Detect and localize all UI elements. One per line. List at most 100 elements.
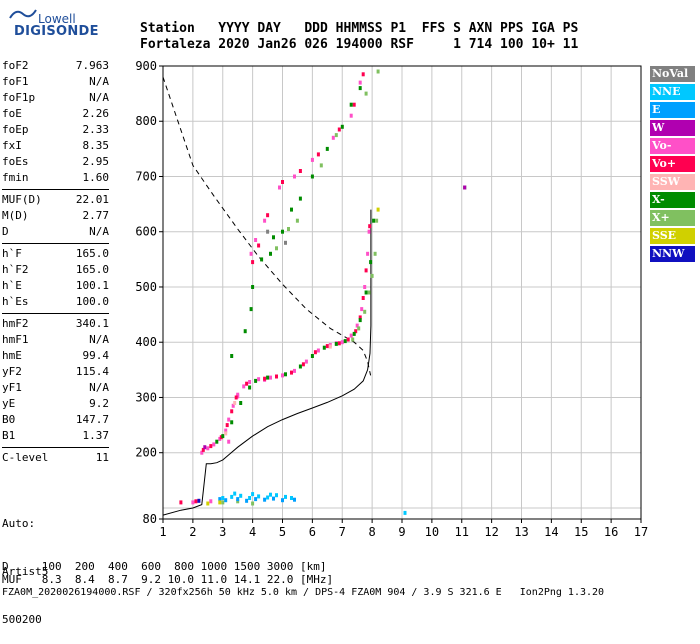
param-row: foEs 2.95 bbox=[2, 154, 109, 170]
echo-point-vo bbox=[364, 268, 368, 273]
echo-point-x bbox=[249, 307, 253, 312]
param-value: 340.1 bbox=[75, 317, 109, 330]
param-row: h`E 100.1 bbox=[2, 278, 109, 294]
param-value: 7.963 bbox=[75, 59, 109, 72]
y-tick-label: 600 bbox=[135, 225, 157, 239]
echo-point-vo bbox=[298, 169, 302, 173]
echo-point-x bbox=[275, 246, 278, 251]
echo-point-vo bbox=[363, 285, 367, 289]
echo-point-vo bbox=[242, 384, 246, 389]
echo-point-ssw bbox=[224, 431, 228, 436]
x-tick-label: 12 bbox=[484, 525, 498, 539]
echo-point-nne bbox=[230, 494, 234, 499]
muf-values: MUF 8.3 8.4 8.7 9.2 10.0 11.0 14.1 22.0 … bbox=[2, 573, 334, 586]
legend-item-nne: NNE bbox=[650, 84, 695, 100]
echo-point-vo bbox=[231, 403, 235, 408]
legend-item-ssw: SSW bbox=[650, 174, 695, 190]
echo-point-vo bbox=[304, 359, 308, 364]
echo-point-vo bbox=[278, 185, 281, 190]
y-tick-label: 80 bbox=[143, 512, 157, 526]
echo-point-sse bbox=[376, 207, 380, 212]
param-label: yF2 bbox=[2, 365, 22, 378]
echo-point-vo bbox=[266, 213, 270, 218]
param-label: fxI bbox=[2, 139, 22, 152]
echo-point-vo bbox=[200, 450, 204, 455]
echo-point-vo bbox=[191, 500, 195, 505]
topside-profile-dashed bbox=[162, 76, 372, 376]
x-tick-label: 1 bbox=[159, 525, 166, 539]
echo-point-vo bbox=[257, 243, 261, 248]
y-tick-label: 200 bbox=[135, 446, 157, 460]
x-tick-label: 10 bbox=[425, 525, 439, 539]
param-row: yF1 N/A bbox=[2, 380, 109, 396]
param-row: foEp 2.33 bbox=[2, 122, 109, 138]
param-row: hmF1 N/A bbox=[2, 332, 109, 348]
y-tick-label: 400 bbox=[135, 335, 157, 349]
logo-main-text: DIGISONDE bbox=[14, 24, 99, 39]
echo-point-vo bbox=[201, 447, 205, 452]
param-value: 2.26 bbox=[82, 107, 110, 120]
param-separator bbox=[2, 447, 109, 448]
param-value: 11 bbox=[95, 451, 109, 464]
echo-point-e bbox=[236, 497, 240, 502]
echo-point-e bbox=[224, 498, 228, 503]
ionogram-plot: 1 2 3 4 5 6 7 8 9 10 11 12 13 14 15 16 17802003004005006… bbox=[135, 59, 648, 539]
param-label: C-level bbox=[2, 451, 49, 464]
param-row: D N/A bbox=[2, 224, 109, 240]
echo-point-x bbox=[363, 309, 367, 314]
x-tick-label: 9 bbox=[398, 525, 405, 539]
echo-point-x bbox=[295, 218, 299, 223]
param-value: 22.01 bbox=[75, 193, 109, 206]
param-label: M(D) bbox=[2, 209, 29, 222]
echo-point-vo bbox=[212, 442, 216, 447]
param-value: 2.33 bbox=[82, 123, 110, 136]
echo-point-nne bbox=[257, 494, 261, 499]
param-row: foF2 7.963 bbox=[2, 58, 109, 74]
x-tick-label: 16 bbox=[604, 525, 618, 539]
echo-point-ssw bbox=[328, 344, 332, 349]
echo-point-nne bbox=[403, 510, 407, 515]
param-value: 100.0 bbox=[75, 295, 109, 308]
echo-point-vo bbox=[269, 375, 272, 380]
echo-point-vo bbox=[316, 348, 320, 353]
echo-point-vo bbox=[251, 260, 255, 265]
y-tick-label: 300 bbox=[135, 390, 157, 404]
param-row: B0 147.7 bbox=[2, 412, 109, 428]
echo-point-nne bbox=[275, 493, 278, 498]
echo-point-vo bbox=[313, 350, 317, 355]
echo-point-x bbox=[370, 273, 374, 278]
echo-point-vo bbox=[245, 381, 249, 386]
echo-point-vo bbox=[227, 417, 231, 422]
echo-point-vo bbox=[349, 113, 353, 118]
echo-point-x bbox=[364, 91, 368, 96]
echo-point-e bbox=[263, 497, 267, 502]
param-row: h`Es 100.0 bbox=[2, 294, 109, 310]
echo-point-x bbox=[298, 196, 302, 201]
echo-point-vo bbox=[257, 377, 261, 382]
echo-point-x bbox=[236, 499, 240, 504]
echo-point-nne bbox=[248, 496, 252, 500]
echo-point-x bbox=[319, 163, 323, 168]
param-row: B1 1.37 bbox=[2, 428, 109, 444]
digisonde-logo bbox=[9, 9, 37, 19]
param-row: yF2 115.4 bbox=[2, 364, 109, 380]
param-value: N/A bbox=[89, 381, 109, 394]
param-label: hmE bbox=[2, 349, 22, 362]
param-row: yE 9.2 bbox=[2, 396, 109, 412]
echo-point-vo bbox=[230, 409, 234, 414]
echo-point-e bbox=[245, 498, 249, 503]
echo-point-vo bbox=[368, 224, 372, 229]
echo-point-vo bbox=[367, 229, 371, 234]
param-label: h`Es bbox=[2, 295, 29, 308]
echo-point-x bbox=[272, 235, 275, 240]
echo-point-vo bbox=[354, 329, 358, 334]
echo-point-vo bbox=[346, 337, 350, 342]
param-value: N/A bbox=[89, 75, 109, 88]
x-tick-label: 7 bbox=[339, 525, 346, 539]
param-separator bbox=[2, 313, 109, 314]
echo-point-vo bbox=[263, 218, 267, 223]
echo-point-vo bbox=[290, 370, 293, 375]
echo-point-x bbox=[358, 318, 362, 323]
echo-point-x bbox=[373, 251, 377, 256]
legend-item-e: E bbox=[650, 102, 695, 118]
